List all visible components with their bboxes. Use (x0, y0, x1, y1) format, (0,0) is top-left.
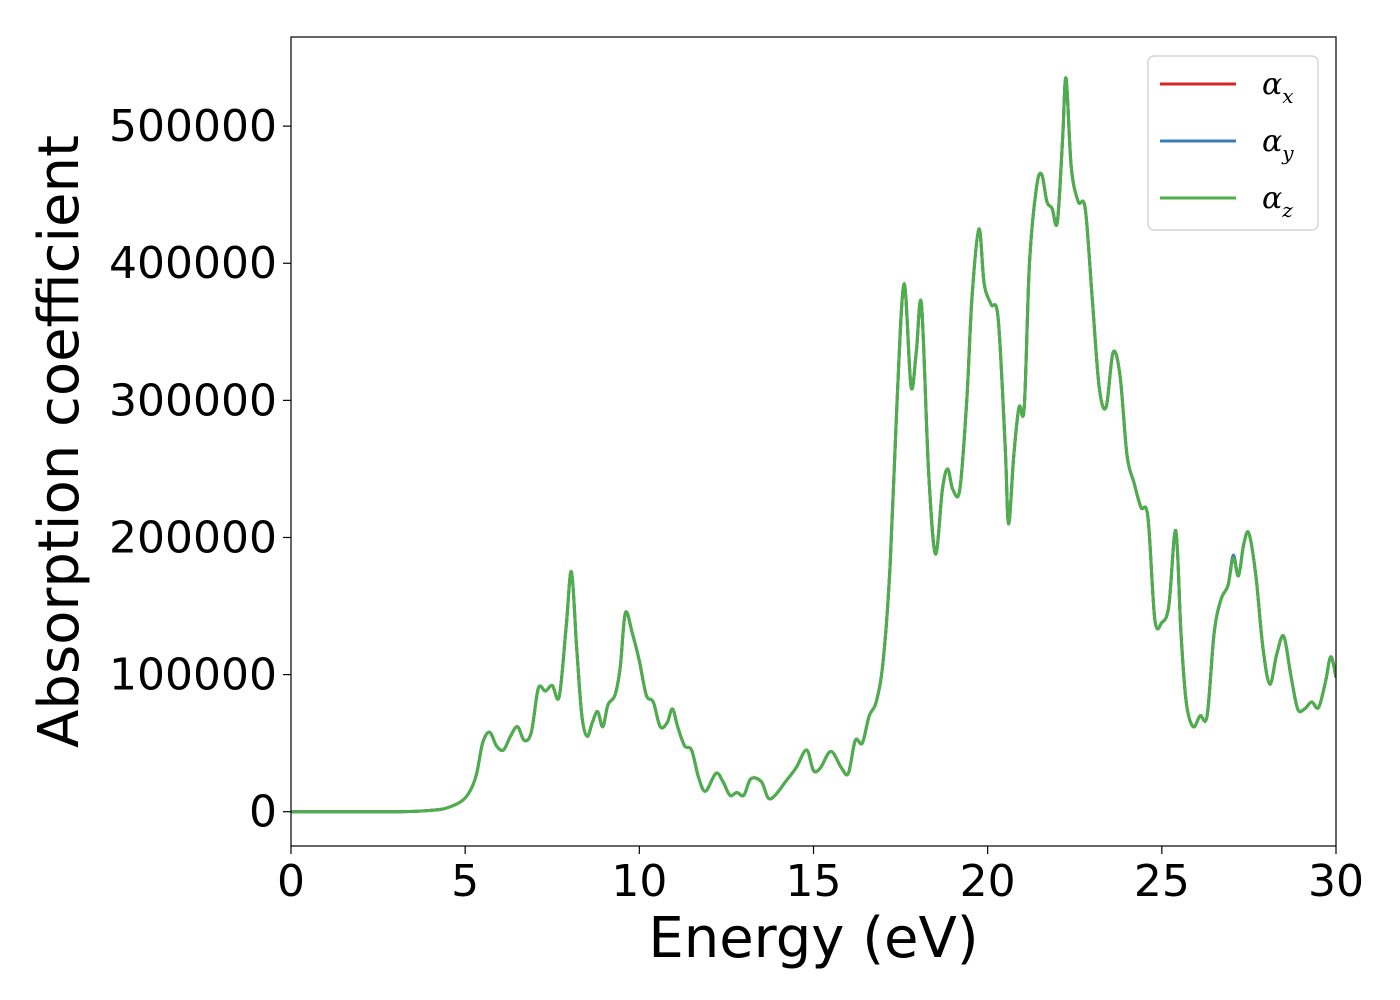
y-tick-label: 200000 (109, 512, 277, 563)
y-tick-label: 300000 (109, 375, 277, 426)
y-tick-label: 400000 (109, 238, 277, 289)
legend-box (1147, 55, 1319, 231)
y-axis: 0 100000 200000 300000 400000 500000 (109, 101, 291, 838)
x-tick-label: 5 (451, 856, 479, 907)
y-tick-label: 0 (249, 787, 277, 838)
series-layer (291, 76, 1336, 814)
x-axis: 0 5 10 15 20 25 30 (277, 846, 1364, 907)
x-axis-label: Energy (eV) (648, 906, 978, 971)
y-tick-label: 100000 (109, 650, 277, 701)
y-axis-label: Absorption coefficient (27, 135, 92, 748)
x-tick-label: 10 (611, 856, 667, 907)
y-tick-label: 500000 (109, 101, 277, 152)
x-tick-label: 15 (786, 856, 842, 907)
x-tick-label: 20 (960, 856, 1016, 907)
x-tick-label: 0 (277, 856, 305, 907)
x-tick-label: 25 (1134, 856, 1190, 907)
series-line-z (291, 76, 1336, 814)
x-tick-label: 30 (1308, 856, 1364, 907)
